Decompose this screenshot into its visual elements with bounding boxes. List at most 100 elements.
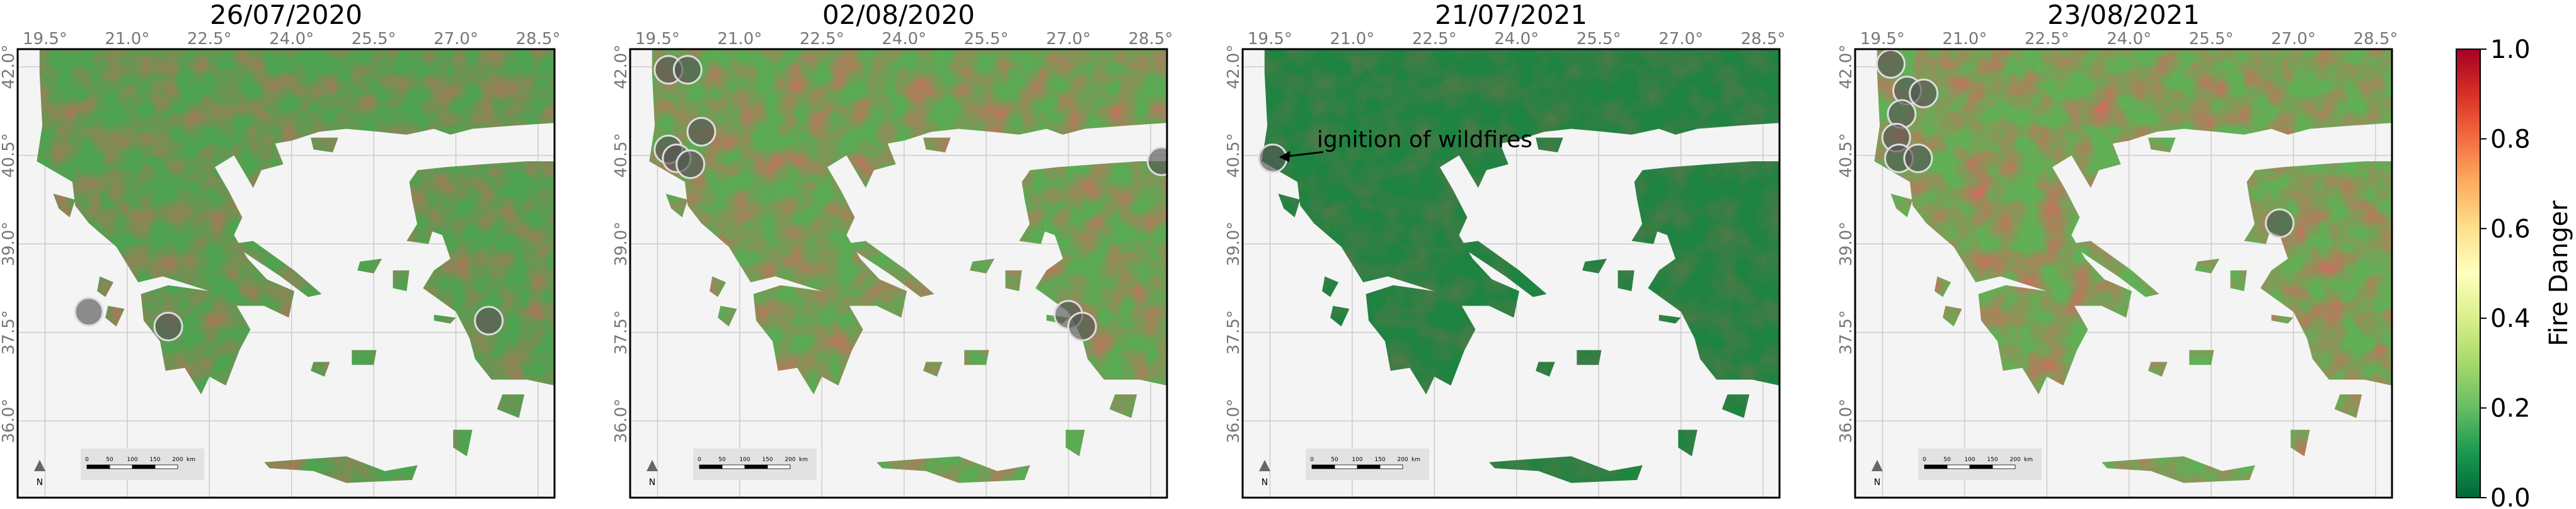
scale-bar: 0 50 100 150 200 km xyxy=(81,449,204,480)
lon-tick-label: 24.0° xyxy=(1494,30,1539,49)
scale-bar-box xyxy=(1918,449,2042,480)
lon-tick-label: 22.5° xyxy=(187,30,232,49)
lat-tick-label: 40.5° xyxy=(612,133,631,178)
lon-tick-label: 19.5° xyxy=(23,30,67,49)
scale-bar-label: 200 xyxy=(785,457,795,463)
colorbar-tick-label: 0.8 xyxy=(2490,125,2531,154)
fire-location-marker xyxy=(153,311,183,341)
annotation-text: ignition of wildfires xyxy=(1317,127,1532,152)
scale-bar-label: 0 xyxy=(1310,457,1314,463)
scale-bar-label: 150 xyxy=(762,457,773,463)
map-title: 26/07/2020 xyxy=(210,0,362,30)
lat-tick-label: 37.5° xyxy=(612,310,631,355)
fire-location-marker xyxy=(1146,146,1167,176)
map-title: 02/08/2020 xyxy=(822,0,975,30)
north-arrow: N xyxy=(1259,460,1270,488)
scale-bar-label: 150 xyxy=(149,457,160,463)
map-title: 21/07/2021 xyxy=(1435,0,1587,30)
lon-tick-label: 19.5° xyxy=(1860,30,1905,49)
lat-tick-label: 39.0° xyxy=(612,222,631,266)
fire-location-marker xyxy=(676,149,706,180)
north-arrow-icon xyxy=(1259,460,1270,471)
fire-location-marker xyxy=(474,306,504,336)
scale-bar-label: 150 xyxy=(1374,457,1385,463)
lon-tick-label: 19.5° xyxy=(1248,30,1292,49)
lon-tick-label: 27.0° xyxy=(2271,30,2316,49)
scale-bar-unit: km xyxy=(799,457,808,463)
lon-tick-label: 19.5° xyxy=(635,30,680,49)
lat-tick-label: 42.0° xyxy=(1837,45,1856,89)
lon-tick-label: 25.5° xyxy=(964,30,1009,49)
lon-tick-label: 27.0° xyxy=(1046,30,1091,49)
fire-location-marker xyxy=(672,55,703,85)
scale-bar: 0 50 100 150 200 km xyxy=(1918,449,2042,480)
scale-bar-label: 100 xyxy=(127,457,137,463)
north-arrow: N xyxy=(34,460,45,488)
lon-tick-label: 21.0° xyxy=(717,30,762,49)
map-frame xyxy=(629,48,1168,499)
lon-tick-label: 28.5° xyxy=(1740,30,1785,49)
scale-bar-box xyxy=(81,449,204,480)
lat-tick-label: 42.0° xyxy=(1224,45,1243,89)
fire-location-marker xyxy=(74,297,104,327)
scale-bar-label: 50 xyxy=(106,457,113,463)
lon-tick-label: 27.0° xyxy=(1659,30,1703,49)
lat-tick-label: 37.5° xyxy=(1837,310,1856,355)
map-frame xyxy=(1241,48,1781,499)
lon-tick-label: 21.0° xyxy=(1942,30,1987,49)
fire-location-marker xyxy=(2265,208,2295,238)
scale-bar-label: 50 xyxy=(1943,457,1951,463)
colorbar-tick-label: 0.0 xyxy=(2490,484,2531,509)
scale-bar-label: 200 xyxy=(172,457,183,463)
lat-tick-label: 37.5° xyxy=(1224,310,1243,355)
scale-bar-label: 100 xyxy=(1964,457,1975,463)
lon-tick-label: 25.5° xyxy=(2189,30,2234,49)
lon-tick-label: 24.0° xyxy=(2107,30,2151,49)
lon-tick-label: 22.5° xyxy=(800,30,844,49)
colorbar-tick-label: 1.0 xyxy=(2490,35,2531,64)
lat-tick-label: 40.5° xyxy=(1224,133,1243,178)
fire-location-marker xyxy=(686,117,716,147)
lat-tick-label: 39.0° xyxy=(0,222,18,266)
north-label: N xyxy=(1874,478,1880,488)
colorbar-ramp xyxy=(2456,49,2481,498)
map-title: 23/08/2021 xyxy=(2047,0,2200,30)
map-panel: ignition of wildfires N 0 50 100 150 200 km 21/0… xyxy=(1224,0,1785,499)
scale-bar-label: 0 xyxy=(1923,457,1926,463)
fire-location-marker xyxy=(1909,78,1939,108)
map-panel: N 0 50 100 150 200 km 02/08/2020 19.5° 21.0° 22.5°… xyxy=(612,0,1173,499)
lon-tick-label: 25.5° xyxy=(1577,30,1621,49)
north-label: N xyxy=(37,478,43,488)
scale-bar: 0 50 100 150 200 km xyxy=(1306,449,1429,480)
scale-bar-label: 0 xyxy=(85,457,89,463)
lon-tick-label: 22.5° xyxy=(1412,30,1457,49)
lat-tick-label: 37.5° xyxy=(0,310,18,355)
lon-tick-label: 27.0° xyxy=(434,30,478,49)
scale-bar-label: 150 xyxy=(1987,457,1998,463)
lon-tick-label: 22.5° xyxy=(2025,30,2069,49)
map-frame xyxy=(16,48,556,499)
colorbar: 1.0 0.8 0.6 0.4 0.2 0.0 Fire Danger xyxy=(2456,35,2573,509)
north-arrow: N xyxy=(647,460,658,488)
lon-tick-label: 24.0° xyxy=(269,30,314,49)
lat-tick-label: 36.0° xyxy=(0,399,18,443)
lon-tick-label: 21.0° xyxy=(105,30,149,49)
colorbar-tick-label: 0.6 xyxy=(2490,215,2531,244)
scale-bar-label: 100 xyxy=(739,457,750,463)
map-panel: N 0 50 100 150 200 km 26/07/2020 19.5° 21.0° 22.5°… xyxy=(0,0,560,499)
scale-bar-label: 50 xyxy=(1331,457,1338,463)
scale-bar: 0 50 100 150 200 km xyxy=(693,449,817,480)
scale-bar-unit: km xyxy=(187,457,195,463)
scale-bar-box xyxy=(693,449,817,480)
scale-bar-box xyxy=(1306,449,1429,480)
fire-location-marker xyxy=(1067,311,1097,341)
lon-tick-label: 28.5° xyxy=(515,30,560,49)
lat-tick-label: 39.0° xyxy=(1224,222,1243,266)
lat-tick-label: 40.5° xyxy=(0,133,18,178)
scale-bar-label: 50 xyxy=(718,457,726,463)
lon-tick-label: 24.0° xyxy=(882,30,926,49)
lat-tick-label: 40.5° xyxy=(1837,133,1856,178)
scale-bar-label: 0 xyxy=(698,457,701,463)
scale-bar-unit: km xyxy=(2024,457,2033,463)
